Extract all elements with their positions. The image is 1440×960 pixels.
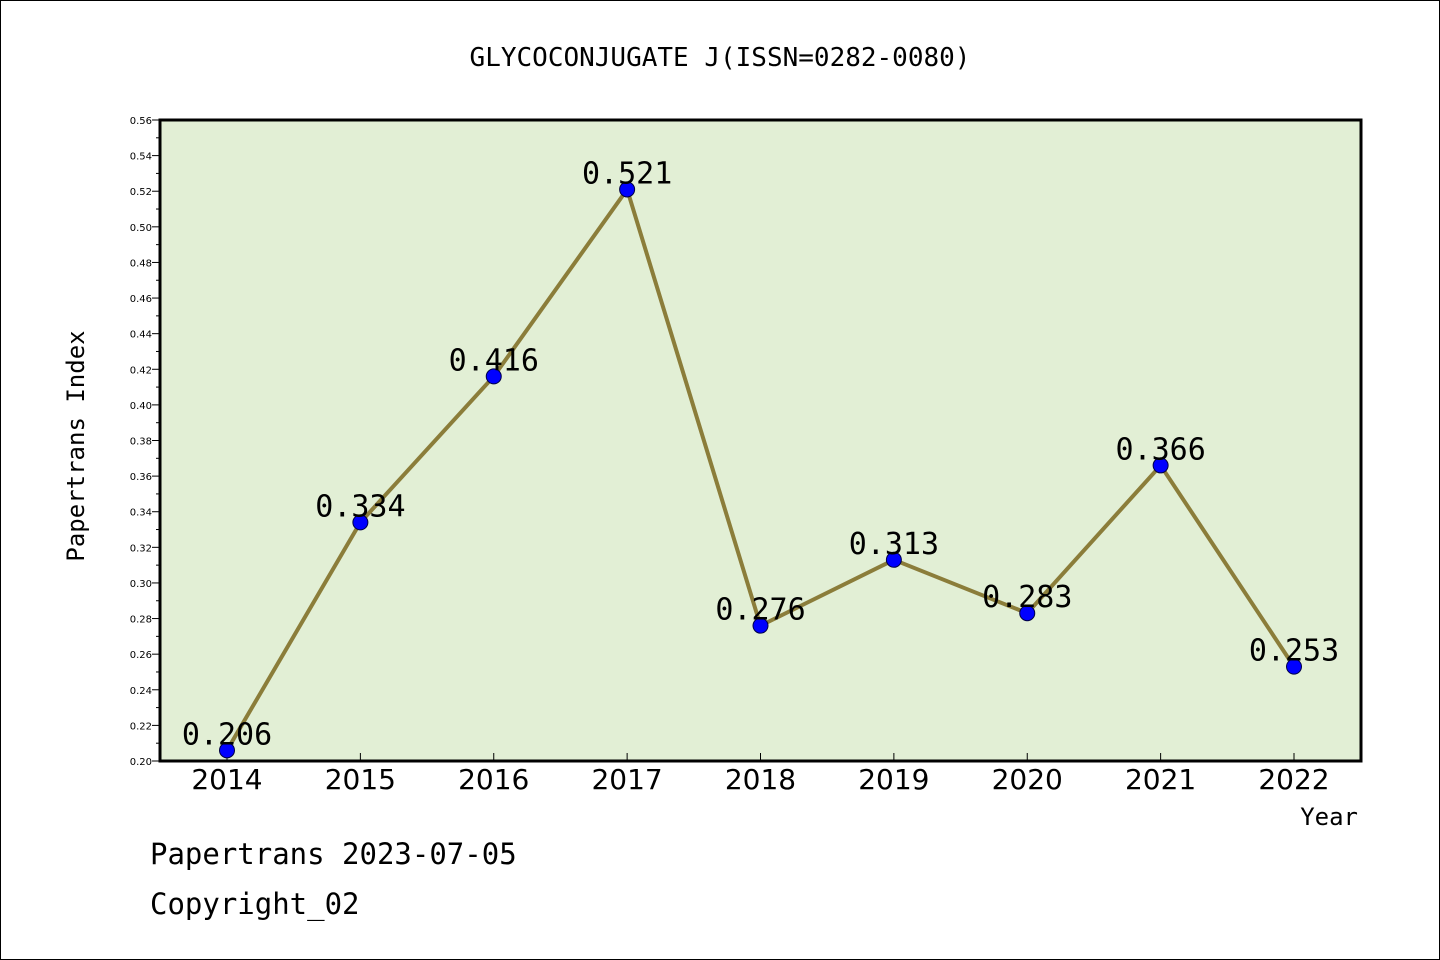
x-tick-label: 2018 — [725, 763, 796, 796]
data-label: 0.276 — [715, 593, 805, 628]
y-tick-label: 0.38 — [130, 437, 152, 448]
data-point — [352, 514, 369, 531]
x-tick-label: 2020 — [992, 763, 1063, 796]
x-tick-label: 2017 — [591, 763, 662, 796]
y-axis: 0.20 0.22 0.24 0.26 0.28 0.30 0.32 0.34 0.36 0.38… — [130, 116, 160, 768]
footer-date: Papertrans 2023-07-05 — [150, 837, 517, 871]
data-label: 0.416 — [449, 343, 539, 378]
data-point — [219, 742, 235, 759]
x-tick-label: 2021 — [1125, 763, 1196, 796]
y-tick-label: 0.20 — [130, 757, 152, 768]
y-tick-label: 0.54 — [130, 152, 152, 163]
y-tick-label: 0.26 — [130, 650, 152, 661]
data-point — [1286, 658, 1302, 675]
y-tick-label: 0.50 — [130, 223, 152, 234]
data-label: 0.206 — [182, 717, 272, 752]
x-tick-label: 2014 — [191, 763, 262, 796]
x-tick-label: 2019 — [858, 763, 929, 796]
x-tick-label: 2015 — [325, 763, 396, 796]
y-tick-label: 0.48 — [130, 258, 152, 269]
y-tick-label: 0.28 — [130, 615, 152, 626]
y-axis-label: Papertrans Index — [62, 330, 90, 561]
series-group — [219, 181, 1302, 759]
y-tick-label: 0.44 — [130, 330, 152, 341]
x-axis-label: Year — [1300, 803, 1358, 831]
footer-copyright: Copyright_02 — [150, 887, 360, 922]
data-point — [619, 181, 636, 198]
data-label: 0.283 — [982, 580, 1072, 615]
plot-area — [158, 118, 1363, 763]
data-labels: 0.206 0.334 0.416 0.521 0.276 0.313 0.283 0.366… — [182, 156, 1339, 752]
y-tick-label: 0.30 — [130, 579, 152, 590]
data-label: 0.253 — [1249, 634, 1339, 669]
x-tick-label: 2016 — [458, 763, 529, 796]
data-point — [885, 551, 902, 568]
x-tick-label: 2022 — [1258, 763, 1329, 796]
data-point — [485, 368, 502, 385]
y-tick-label: 0.56 — [130, 116, 152, 127]
y-tick-label: 0.32 — [130, 543, 152, 554]
data-point — [1152, 457, 1169, 474]
y-tick-label: 0.22 — [130, 721, 152, 732]
chart-title: GLYCOCONJUGATE J(ISSN=0282-0080) — [470, 43, 971, 73]
data-point — [1019, 605, 1036, 622]
data-label: 0.334 — [315, 489, 405, 524]
y-tick-label: 0.46 — [130, 294, 152, 305]
data-label: 0.521 — [582, 156, 672, 191]
y-tick-label: 0.24 — [130, 686, 152, 697]
y-tick-label: 0.34 — [130, 508, 152, 519]
y-tick-label: 0.52 — [130, 187, 152, 198]
x-axis: 2014 2015 2016 2017 2018 2019 2020 2021 2022 — [191, 753, 1330, 796]
data-label: 0.366 — [1115, 432, 1205, 467]
data-label: 0.313 — [849, 527, 939, 562]
y-tick-label: 0.36 — [130, 472, 152, 483]
y-tick-label: 0.40 — [130, 401, 152, 412]
y-tick-label: 0.42 — [130, 365, 152, 376]
data-point — [752, 617, 769, 634]
